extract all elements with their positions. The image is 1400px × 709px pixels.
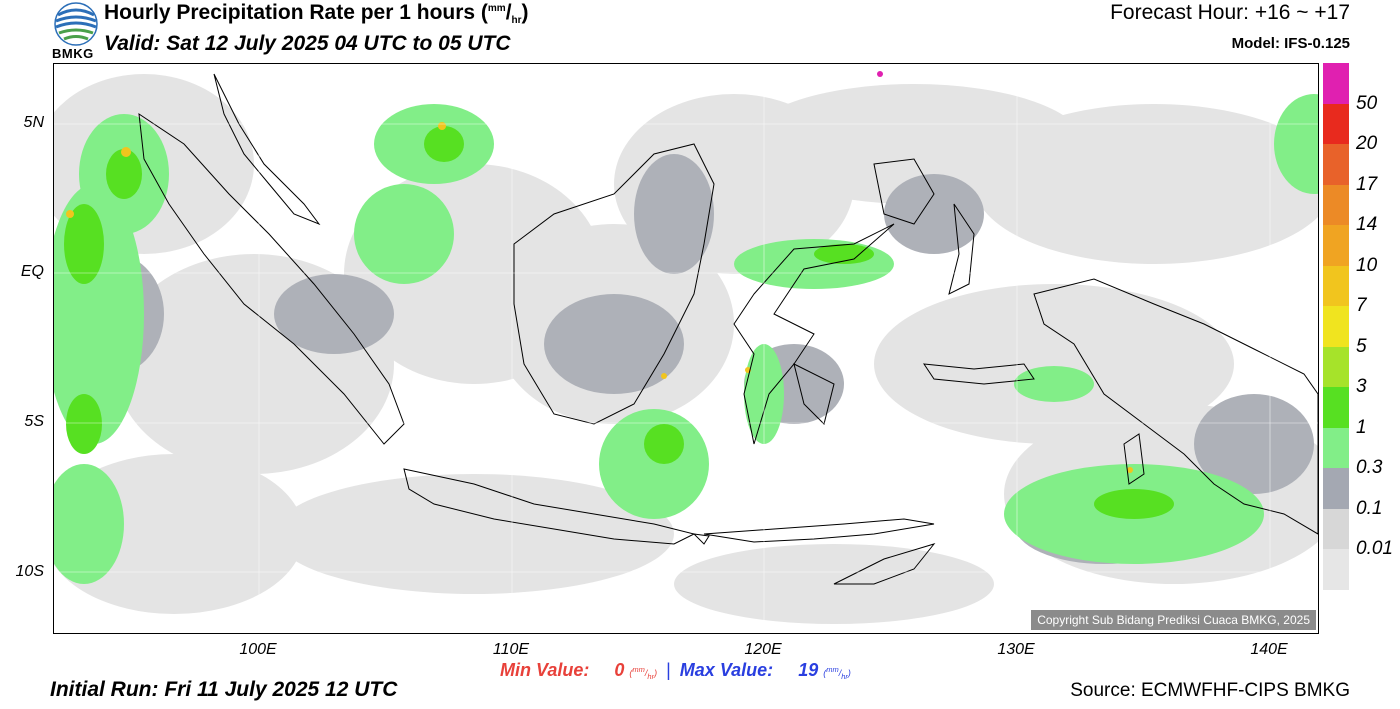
legend-swatch xyxy=(1323,184,1349,226)
model-name: Model: IFS-0.125 xyxy=(1231,35,1350,52)
legend-label: 3 xyxy=(1356,376,1367,398)
legend-label: 5 xyxy=(1356,335,1367,357)
legend-label: 17 xyxy=(1356,173,1378,195)
initial-run: Initial Run: Fri 11 July 2025 12 UTC xyxy=(50,678,398,701)
y-label-5n: 5N xyxy=(23,114,44,131)
title-unit-sep: / xyxy=(505,1,512,24)
legend-swatch xyxy=(1323,306,1349,348)
min-unit: (mm/hr) xyxy=(629,665,658,681)
legend-swatch xyxy=(1323,468,1349,510)
legend-label: 1 xyxy=(1356,416,1367,438)
y-label-5s: 5S xyxy=(24,413,44,430)
x-label-110e: 110E xyxy=(492,641,530,658)
x-label-140e: 140E xyxy=(1250,641,1288,658)
legend-label: 10 xyxy=(1356,254,1378,276)
legend-label: 0.01 xyxy=(1356,538,1393,560)
y-label-10s: 10S xyxy=(15,563,44,580)
legend-swatch xyxy=(1323,508,1349,550)
coastlines xyxy=(138,73,1318,585)
valid-time: Valid: Sat 12 July 2025 04 UTC to 05 UTC xyxy=(104,32,511,55)
max-value: 19 xyxy=(798,660,819,680)
legend-swatch xyxy=(1323,144,1349,186)
legend-swatch xyxy=(1323,346,1349,388)
heavy-rain-field xyxy=(64,126,1174,519)
gridlines xyxy=(54,64,1318,633)
legend-swatch xyxy=(1323,225,1349,267)
y-label-eq: EQ xyxy=(20,263,44,280)
legend-label: 20 xyxy=(1356,133,1378,155)
min-label: Min Value: xyxy=(500,660,590,680)
title-unit-num: mm xyxy=(487,3,506,14)
min-max-values: Min Value: 0 (mm/hr) | Max Value: 19 (mm… xyxy=(500,660,851,681)
max-label: Max Value: xyxy=(679,660,774,680)
legend-label: 0.3 xyxy=(1356,457,1383,479)
max-unit: (mm/hr) xyxy=(823,665,851,681)
legend-label: 7 xyxy=(1356,295,1367,317)
legend-label: 0.1 xyxy=(1356,497,1383,519)
legend-swatch xyxy=(1323,427,1349,469)
legend-swatch xyxy=(1323,103,1349,145)
legend-swatch xyxy=(1323,265,1349,307)
x-label-100e: 100E xyxy=(239,641,277,658)
title-close: ) xyxy=(521,1,529,24)
precipitation-map xyxy=(53,63,1319,634)
legend-label: 14 xyxy=(1356,214,1378,236)
legend-label: 50 xyxy=(1356,92,1378,114)
x-label-120e: 120E xyxy=(744,641,782,658)
data-source: Source: ECMWFHF-CIPS BMKG xyxy=(1070,680,1350,701)
title-unit-den: hr xyxy=(511,15,522,26)
legend-swatch xyxy=(1323,549,1349,591)
forecast-hour: Forecast Hour: +16 ~ +17 xyxy=(1110,1,1350,24)
map-title: Hourly Precipitation Rate per 1 hours (m… xyxy=(104,1,529,26)
extreme-rain-spots xyxy=(877,71,883,77)
bmkg-logo xyxy=(50,1,102,61)
intense-rain-spots xyxy=(66,122,1133,473)
separator: | xyxy=(666,660,671,680)
copyright-notice: Copyright Sub Bidang Prediksi Cuaca BMKG… xyxy=(1031,610,1316,630)
logo-text: BMKG xyxy=(52,46,94,61)
legend-swatch xyxy=(1323,63,1349,105)
legend-swatch xyxy=(1323,387,1349,429)
title-text: Hourly Precipitation Rate per 1 hours ( xyxy=(104,1,488,24)
min-value: 0 xyxy=(614,660,625,680)
x-label-130e: 130E xyxy=(997,641,1035,658)
